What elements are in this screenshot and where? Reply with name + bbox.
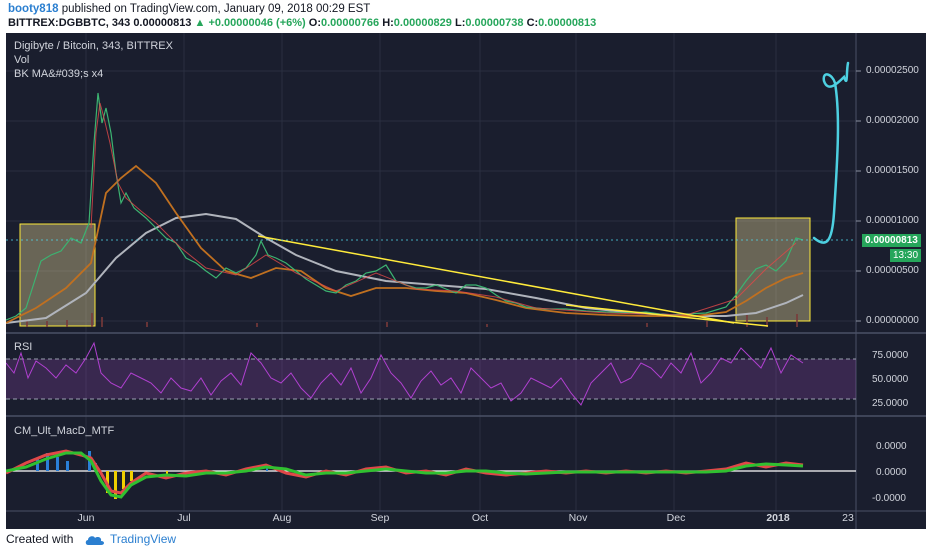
chart-canvas[interactable] — [6, 33, 926, 529]
rsi-tick: 75.0000 — [872, 350, 909, 361]
rsi-tick: 50.0000 — [872, 374, 909, 385]
footer: Created with TradingView — [0, 529, 932, 550]
ma-long-line — [6, 212, 804, 324]
ma-orange-line — [6, 164, 804, 324]
price-tick: 0.00000500 — [866, 265, 919, 276]
price-axis[interactable] — [866, 33, 926, 529]
rsi-tick: 25.0000 — [872, 398, 909, 409]
header-line-1: booty818 published on TradingView.com, J… — [8, 3, 370, 15]
header-line-2: BITTREX:DGBBTC, 343 0.00000813 ▲ +0.0000… — [8, 17, 596, 29]
grid-lines — [6, 33, 856, 511]
legend-macd[interactable]: CM_Ult_MacD_MTF — [14, 425, 115, 437]
close-value: 0.00000813 — [538, 17, 597, 29]
up-arrow-icon: ▲ — [194, 17, 206, 29]
price-line — [6, 92, 804, 321]
volume-bars — [26, 313, 798, 327]
time-tick: 2018 — [766, 512, 790, 524]
trendline-lower — [565, 304, 769, 327]
time-tick: 23 — [842, 512, 854, 524]
legend-vol[interactable]: Vol — [14, 54, 30, 66]
low-label: L: — [454, 17, 466, 29]
rsi-band — [6, 359, 856, 399]
legend-ma[interactable]: BK MA&#039;s x4 — [14, 68, 104, 80]
high-label: H: — [382, 17, 394, 29]
open-label: O: — [308, 17, 321, 29]
time-tick: Oct — [471, 512, 489, 524]
legend-rsi[interactable]: RSI — [14, 341, 33, 353]
price-tick: 0.00002000 — [866, 115, 919, 126]
author-link[interactable]: booty818 — [8, 3, 59, 15]
annotation-arrow — [812, 61, 850, 244]
price-tick: 0.00002500 — [866, 65, 919, 76]
time-tick: Dec — [666, 512, 686, 524]
tradingview-logo-icon — [85, 536, 104, 545]
legend-title[interactable]: Digibyte / Bitcoin, 343, BITTREX — [14, 40, 173, 52]
time-tick: Sep — [370, 512, 390, 524]
macd-tick: 0.0000 — [876, 441, 907, 452]
published-text: published on TradingView.com, January 09… — [61, 3, 371, 15]
current-price-tag: 0.00000813 — [862, 234, 921, 247]
low-value: 0.00000738 — [465, 17, 524, 29]
close-label: C: — [526, 17, 539, 29]
price-line-red — [90, 102, 797, 316]
time-tick: Jun — [77, 512, 95, 524]
macd-line-green — [6, 451, 804, 499]
macd-tick: 0.0000 — [876, 467, 907, 478]
change-value: +0.00000046 (+6%) — [208, 17, 306, 29]
last-price: 0.00000813 — [133, 17, 192, 29]
price-tick: 0.00001500 — [866, 165, 919, 176]
time-tick: Nov — [568, 512, 588, 524]
footer-created-text: Created with — [6, 532, 74, 546]
macd-tick: -0.0000 — [872, 493, 906, 504]
price-tick: 0.00001000 — [866, 215, 919, 226]
time-tick: Jul — [177, 512, 191, 524]
open-value: 0.00000766 — [321, 17, 380, 29]
time-tick: Aug — [272, 512, 292, 524]
trendline-main — [257, 235, 735, 324]
chart-area[interactable] — [6, 33, 866, 529]
rsi-line — [6, 341, 804, 406]
high-value: 0.00000829 — [393, 17, 452, 29]
time-to-close-tag: 13:30 — [890, 249, 922, 262]
price-tick: 0.00000000 — [866, 315, 919, 326]
footer-brand-link[interactable]: TradingView — [110, 532, 177, 546]
symbol-label: BITTREX:DGBBTC, 343 — [8, 17, 131, 29]
